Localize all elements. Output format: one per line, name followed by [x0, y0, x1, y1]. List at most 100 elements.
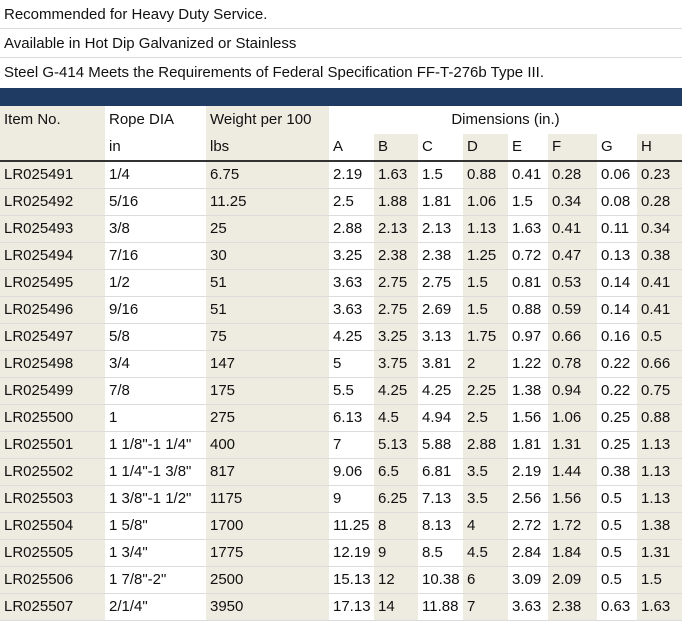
cell-dim-h: 0.88	[637, 404, 682, 432]
table-row: LR025491 1/4 6.75 2.19 1.63 1.5 0.88 0.41 0.28 0.…	[0, 161, 682, 189]
cell-dim-h: 1.5	[637, 566, 682, 594]
table-row: LR025505 1 3/4" 1775 12.19 9 8.5 4.5 2.84 1.84 0.…	[0, 539, 682, 567]
cell-dim-f: 0.78	[548, 350, 597, 378]
cell-dim-a: 4.25	[329, 323, 374, 351]
table-row: LR025497 5/8 75 4.25 3.25 3.13 1.75 0.97 0.66 0.1…	[0, 323, 682, 351]
cell-weight: 1775	[206, 539, 329, 567]
cell-rope-dia: 1 3/8"-1 1/2"	[105, 485, 206, 513]
header-dim-c: C	[418, 134, 463, 162]
cell-dim-b: 6.25	[374, 485, 418, 513]
cell-dim-h: 1.31	[637, 539, 682, 567]
cell-dim-g: 0.5	[597, 485, 637, 513]
cell-dim-d: 2.88	[463, 431, 508, 459]
cell-dim-d: 2.25	[463, 377, 508, 405]
cell-dim-a: 2.88	[329, 215, 374, 243]
cell-item-no: LR025507	[0, 593, 105, 621]
cell-item-no: LR025494	[0, 242, 105, 270]
cell-dim-e: 3.09	[508, 566, 548, 594]
cell-dim-c: 8.5	[418, 539, 463, 567]
cell-dim-a: 17.13	[329, 593, 374, 621]
header-item-no: Item No.	[0, 106, 105, 134]
table-row: LR025494 7/16 30 3.25 2.38 2.38 1.25 0.72 0.47 0.…	[0, 242, 682, 270]
table-row: LR025501 1 1/8"-1 1/4" 400 7 5.13 5.88 2.88 1.8…	[0, 431, 682, 459]
cell-dim-g: 0.16	[597, 323, 637, 351]
cell-dim-e: 3.63	[508, 593, 548, 621]
cell-dim-b: 4.5	[374, 404, 418, 432]
cell-dim-e: 1.22	[508, 350, 548, 378]
cell-dim-d: 0.88	[463, 161, 508, 189]
cell-dim-h: 0.28	[637, 188, 682, 216]
cell-dim-f: 1.44	[548, 458, 597, 486]
cell-dim-f: 1.72	[548, 512, 597, 540]
table-row: LR025503 1 3/8"-1 1/2" 1175 9 6.25 7.13 3.5 2.5…	[0, 485, 682, 513]
specifications-table: Item No. Rope DIA Weight per 100 Dimensi…	[0, 106, 682, 621]
cell-rope-dia: 7/8	[105, 377, 206, 405]
cell-dim-h: 0.34	[637, 215, 682, 243]
cell-dim-a: 6.13	[329, 404, 374, 432]
cell-dim-e: 2.72	[508, 512, 548, 540]
cell-dim-c: 1.5	[418, 161, 463, 189]
cell-item-no: LR025492	[0, 188, 105, 216]
cell-dim-h: 1.13	[637, 458, 682, 486]
cell-dim-d: 1.5	[463, 269, 508, 297]
cell-weight: 147	[206, 350, 329, 378]
table-row: LR025493 3/8 25 2.88 2.13 2.13 1.13 1.63 0.41 0.1…	[0, 215, 682, 243]
cell-dim-g: 0.22	[597, 377, 637, 405]
header-dim-h: H	[637, 134, 682, 162]
cell-item-no: LR025506	[0, 566, 105, 594]
cell-item-no: LR025502	[0, 458, 105, 486]
cell-dim-a: 5	[329, 350, 374, 378]
cell-weight: 2500	[206, 566, 329, 594]
cell-weight: 6.75	[206, 161, 329, 189]
header-dim-g: G	[597, 134, 637, 162]
cell-item-no: LR025495	[0, 269, 105, 297]
cell-dim-b: 1.63	[374, 161, 418, 189]
cell-dim-f: 0.59	[548, 296, 597, 324]
header-rope-unit: in	[105, 134, 206, 162]
table-row: LR025500 1 275 6.13 4.5 4.94 2.5 1.56 1.06 0.25 0.…	[0, 404, 682, 432]
table-row: LR025502 1 1/4"-1 3/8" 817 9.06 6.5 6.81 3.5 2.…	[0, 458, 682, 486]
cell-dim-b: 12	[374, 566, 418, 594]
table-row: LR025506 1 7/8"-2" 2500 15.13 12 10.38 6 3.09 2.…	[0, 566, 682, 594]
cell-item-no: LR025504	[0, 512, 105, 540]
cell-dim-b: 2.75	[374, 296, 418, 324]
cell-dim-e: 2.19	[508, 458, 548, 486]
cell-rope-dia: 1 7/8"-2"	[105, 566, 206, 594]
cell-dim-g: 0.25	[597, 431, 637, 459]
header-dimensions: Dimensions (in.)	[451, 111, 560, 128]
cell-dim-b: 8	[374, 512, 418, 540]
cell-dim-a: 3.63	[329, 269, 374, 297]
header-dim-a: A	[329, 134, 374, 162]
cell-dim-a: 11.25	[329, 512, 374, 540]
cell-weight: 30	[206, 242, 329, 270]
cell-dim-g: 0.25	[597, 404, 637, 432]
header-dim-d: D	[463, 134, 508, 162]
cell-item-no: LR025499	[0, 377, 105, 405]
note-heavy-duty: Recommended for Heavy Duty Service.	[0, 0, 682, 29]
cell-weight: 400	[206, 431, 329, 459]
cell-dim-g: 0.5	[597, 539, 637, 567]
cell-dim-c: 7.13	[418, 485, 463, 513]
cell-dim-b: 2.38	[374, 242, 418, 270]
cell-dim-f: 2.09	[548, 566, 597, 594]
cell-dim-b: 5.13	[374, 431, 418, 459]
cell-dim-g: 0.5	[597, 566, 637, 594]
cell-dim-f: 0.47	[548, 242, 597, 270]
cell-dim-g: 0.38	[597, 458, 637, 486]
cell-rope-dia: 9/16	[105, 296, 206, 324]
cell-rope-dia: 1	[105, 404, 206, 432]
cell-dim-f: 0.94	[548, 377, 597, 405]
cell-dim-g: 0.14	[597, 269, 637, 297]
cell-dim-a: 9.06	[329, 458, 374, 486]
cell-dim-c: 4.25	[418, 377, 463, 405]
cell-dim-d: 1.75	[463, 323, 508, 351]
cell-dim-h: 1.13	[637, 485, 682, 513]
header-bar	[0, 88, 682, 106]
cell-dim-f: 2.38	[548, 593, 597, 621]
cell-dim-c: 1.81	[418, 188, 463, 216]
cell-dim-g: 0.22	[597, 350, 637, 378]
header-row-1: Item No. Rope DIA Weight per 100 Dimensi…	[0, 106, 682, 134]
cell-item-no: LR025498	[0, 350, 105, 378]
cell-weight: 1175	[206, 485, 329, 513]
